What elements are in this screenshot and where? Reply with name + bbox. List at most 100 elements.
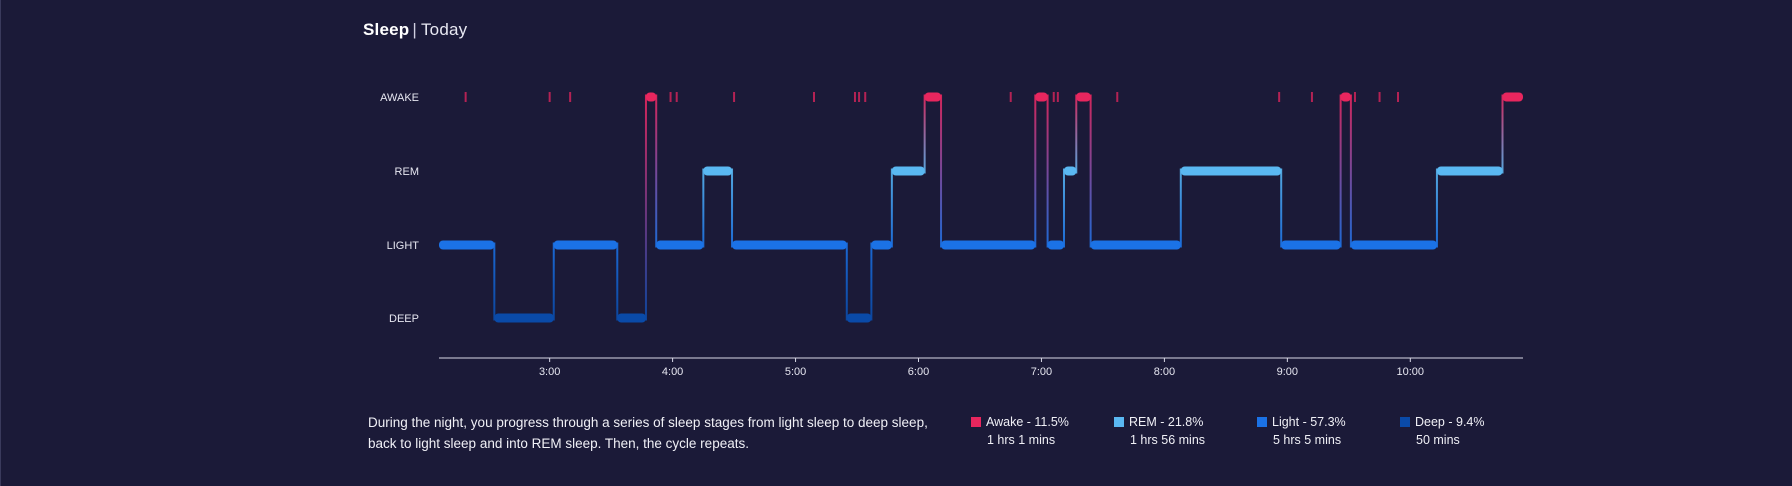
brief-awakening-mark <box>733 92 736 102</box>
brief-awakening-mark <box>1397 92 1400 102</box>
brief-awakening-mark <box>675 92 678 102</box>
stage-transition <box>940 94 943 248</box>
brief-awakening-mark <box>1278 92 1281 102</box>
stage-label-awake: AWAKE <box>380 92 419 104</box>
stage-segment-light <box>1350 240 1437 250</box>
legend-item-deep: Deep - 9.4% 50 mins <box>1400 413 1543 451</box>
x-tick-label: 3:00 <box>539 366 560 378</box>
deep-swatch-icon <box>1400 417 1410 427</box>
stage-transition <box>702 168 705 248</box>
rem-swatch-icon <box>1114 417 1124 427</box>
stage-transition <box>1062 168 1065 248</box>
x-tick-label: 10:00 <box>1397 366 1425 378</box>
legend-label: Light - 57.3% <box>1272 415 1346 429</box>
legend-item-light: Light - 57.3% 5 hrs 5 mins <box>1257 413 1400 451</box>
legend-label: Awake - 11.5% <box>986 415 1069 429</box>
legend-duration: 50 mins <box>1416 433 1460 447</box>
stage-segment-rem <box>1436 166 1503 176</box>
stage-label-rem: REM <box>395 166 419 178</box>
stage-transition <box>845 242 848 321</box>
brief-awakening-mark <box>1353 92 1356 102</box>
x-tick-label: 6:00 <box>908 366 929 378</box>
stage-transition <box>655 94 658 248</box>
stage-segment-awake <box>1035 92 1048 102</box>
title-separator: | <box>412 20 417 39</box>
stage-segment-rem <box>703 166 733 176</box>
brief-awakening-mark <box>464 92 467 102</box>
stage-transition <box>890 168 893 248</box>
stage-segment-light <box>1281 240 1341 250</box>
stage-segment-deep <box>846 313 872 323</box>
stage-segment-light <box>656 240 704 250</box>
stage-segment-awake <box>1502 92 1523 102</box>
stage-transition <box>870 242 873 321</box>
stage-transition <box>731 168 734 248</box>
x-tick-label: 7:00 <box>1031 366 1052 378</box>
brief-awakening-mark <box>548 92 551 102</box>
legend-item-rem: REM - 21.8% 1 hrs 56 mins <box>1114 413 1257 451</box>
legend-duration: 5 hrs 5 mins <box>1273 433 1342 447</box>
brief-awakening-mark <box>812 92 815 102</box>
stage-transition <box>616 242 619 321</box>
brief-awakening-mark <box>1009 92 1012 102</box>
stage-segment-light <box>1090 240 1181 250</box>
stage-transition <box>1501 94 1504 174</box>
stage-transition <box>1339 94 1342 248</box>
stage-segment-light <box>941 240 1036 250</box>
x-tick-label: 8:00 <box>1154 366 1175 378</box>
legend-label: REM - 21.8% <box>1129 415 1204 429</box>
stage-segment-awake <box>1076 92 1091 102</box>
stage-segment-light <box>871 240 892 250</box>
stage-label-light: LIGHT <box>387 240 420 252</box>
stage-segment-rem <box>891 166 925 176</box>
stage-transition <box>1089 94 1092 248</box>
brief-awakening-mark <box>1056 92 1059 102</box>
period-text: Today <box>420 20 468 39</box>
stage-transition <box>493 242 496 321</box>
stage-label-deep: DEEP <box>389 313 419 325</box>
stage-transition <box>552 242 555 321</box>
brief-awakening-mark <box>864 92 867 102</box>
brief-awakening-mark <box>569 92 572 102</box>
stage-segment-awake <box>645 92 657 102</box>
stage-segment-deep <box>617 313 646 323</box>
legend-duration: 1 hrs 56 mins <box>1130 433 1206 447</box>
legend-item-awake: Awake - 11.5% 1 hrs 1 mins <box>971 413 1114 451</box>
stage-segment-light <box>1047 240 1064 250</box>
stage-transition <box>1179 168 1182 248</box>
stage-transition <box>644 94 647 321</box>
stage-segment-awake <box>1340 92 1351 102</box>
legend-duration: 1 hrs 1 mins <box>987 433 1056 447</box>
light-swatch-icon <box>1257 417 1267 427</box>
stage-segment-deep <box>494 313 554 323</box>
brief-awakening-mark <box>1378 92 1381 102</box>
brief-awakening-mark <box>858 92 861 102</box>
awake-swatch-icon <box>971 417 981 427</box>
stage-transition <box>1280 168 1283 248</box>
x-tick-label: 9:00 <box>1277 366 1298 378</box>
stage-segment-light <box>553 240 618 250</box>
stage-segment-rem <box>1063 166 1077 176</box>
brief-awakening-mark <box>669 92 672 102</box>
sleep-description: During the night, you progress through a… <box>368 415 928 451</box>
x-tick-label: 4:00 <box>662 366 683 378</box>
legend: Awake - 11.5% 1 hrs 1 mins REM - 21.8% 1… <box>971 413 1543 451</box>
brief-awakening-mark <box>853 92 856 102</box>
stage-transition <box>1349 94 1352 248</box>
stage-segment-light <box>439 240 495 250</box>
x-tick-label: 5:00 <box>785 366 806 378</box>
title-text: Sleep <box>363 20 410 39</box>
page-title: Sleep | Today <box>363 20 467 40</box>
stage-transition <box>923 94 926 174</box>
stage-transition <box>1046 94 1049 248</box>
legend-label: Deep - 9.4% <box>1415 415 1485 429</box>
brief-awakening-mark <box>1310 92 1313 102</box>
stage-segment-awake <box>924 92 942 102</box>
stage-segment-rem <box>1180 166 1282 176</box>
brief-awakening-mark <box>1116 92 1119 102</box>
stage-segment-light <box>732 240 847 250</box>
hypnogram-chart: AWAKE REM LIGHT DEEP 3:00 4:00 5:00 6:00 7:00 8:0… <box>380 92 1523 378</box>
stage-transition <box>1075 94 1078 174</box>
stage-transition <box>1034 94 1037 248</box>
